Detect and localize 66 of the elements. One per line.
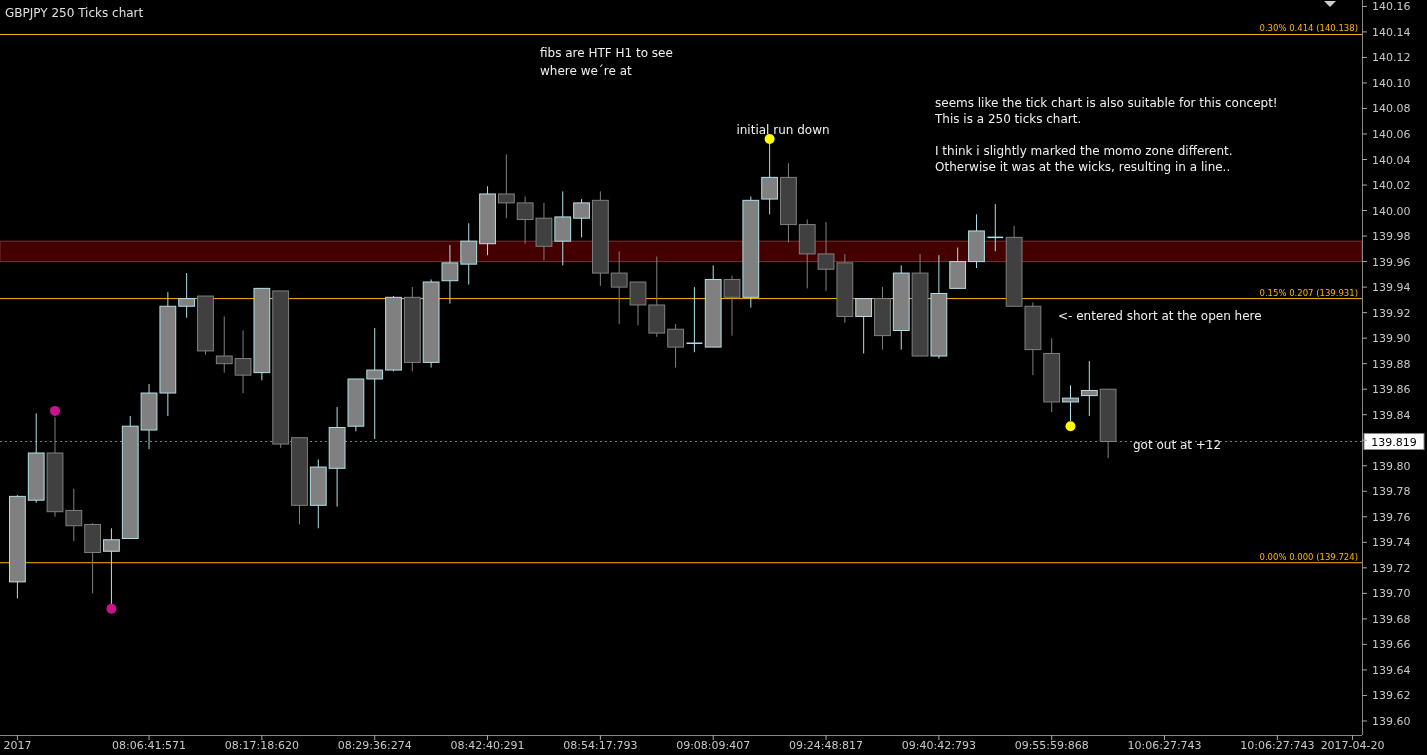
y-tick-label: 139.72 bbox=[1372, 561, 1411, 575]
candlestick bbox=[178, 272, 196, 319]
y-tick-label: 139.66 bbox=[1372, 638, 1411, 652]
x-tick-label: 10:06:27:743 bbox=[1127, 739, 1202, 752]
y-tick-label: 140.08 bbox=[1372, 102, 1411, 116]
y-tick-label: 139.70 bbox=[1372, 587, 1411, 601]
y-tick-label: 139.96 bbox=[1372, 255, 1411, 269]
candlestick bbox=[1062, 384, 1079, 422]
candlestick bbox=[460, 222, 478, 286]
y-tick-label: 140.04 bbox=[1372, 153, 1411, 167]
x-tick-label: 08:42:40:291 bbox=[450, 739, 525, 752]
y-tick-label: 139.84 bbox=[1372, 408, 1411, 422]
candlestick bbox=[441, 244, 459, 305]
x-tick-label: 08:29:36:274 bbox=[337, 739, 412, 752]
y-tick-label: 140.10 bbox=[1372, 76, 1411, 90]
ref-line-label: 0.30% 0.414 (140.138) bbox=[1259, 23, 1358, 34]
x-tick-label: 08:54:17:793 bbox=[563, 739, 638, 752]
x-tick-label: 09:24:48:817 bbox=[788, 739, 864, 752]
point bbox=[106, 603, 117, 614]
y-tick-label: 139.92 bbox=[1372, 306, 1411, 320]
y-tick-label: 139.64 bbox=[1372, 663, 1411, 677]
ref-line-label: 0.00% 0.000 (139.724) bbox=[1259, 551, 1358, 562]
candlestick bbox=[667, 323, 684, 368]
annotation: <- entered short at the open here bbox=[1058, 309, 1262, 323]
y-tick-label: 139.88 bbox=[1372, 357, 1411, 371]
text: GBPJPY 250 Ticks chart bbox=[5, 6, 144, 20]
annotation: got out at +12 bbox=[1133, 438, 1222, 452]
x-tick-label: 09:55:59:868 bbox=[1014, 739, 1089, 752]
candlestick bbox=[366, 327, 384, 440]
candlestick bbox=[855, 298, 873, 354]
ref-line-label: 139.819 bbox=[1371, 435, 1417, 449]
y-tick-label: 140.06 bbox=[1372, 127, 1411, 141]
y-tick-label: 139.90 bbox=[1372, 332, 1411, 346]
y-tick-label: 139.80 bbox=[1372, 459, 1411, 473]
candlestick bbox=[573, 198, 590, 238]
y-tick-label: 140.00 bbox=[1372, 204, 1411, 218]
y-tick-label: 139.62 bbox=[1372, 689, 1411, 703]
y-tick-label: 139.94 bbox=[1372, 281, 1411, 295]
candlestick bbox=[497, 153, 515, 219]
ref-line-label: 0.15% 0.207 (139.931) bbox=[1259, 287, 1358, 298]
point bbox=[50, 405, 61, 416]
y-tick-label: 140.12 bbox=[1372, 51, 1411, 65]
y-tick-label: 140.14 bbox=[1372, 25, 1411, 39]
candlestick bbox=[1080, 360, 1098, 417]
candlestick bbox=[215, 315, 233, 374]
x-tick-label: 08:17:18:620 bbox=[224, 739, 299, 752]
y-tick-label: 139.60 bbox=[1372, 714, 1411, 728]
y-tick-label: 139.76 bbox=[1372, 510, 1411, 524]
x-tick-label: 10:06:27:743 bbox=[1240, 739, 1315, 752]
x-tick-label: 08:06:41:571 bbox=[111, 739, 187, 752]
x-tick-label: 09:40:42:793 bbox=[901, 739, 976, 752]
y-tick-label: 139.86 bbox=[1372, 383, 1411, 397]
y-tick-label: 139.78 bbox=[1372, 485, 1411, 499]
y-tick-label: 139.98 bbox=[1372, 230, 1411, 244]
text: seems like the tick chart is also suitable for this concept! This is a 250 ticks chart. I think i slightly marked the momo zone different. Otherwise it was at the wicks, resulting in a line.. bbox=[935, 96, 1278, 174]
annotation: initial run down bbox=[736, 123, 830, 137]
y-tick-label: 139.68 bbox=[1372, 612, 1411, 626]
point bbox=[764, 134, 775, 145]
annotation: fibs are HTF H1 to see where we´re at bbox=[540, 46, 673, 78]
x-tick-label: 2017-04-20 bbox=[1320, 739, 1385, 752]
point bbox=[1065, 421, 1076, 432]
y-tick-label: 140.16 bbox=[1372, 0, 1411, 14]
x-tick-label: 2017 bbox=[3, 739, 32, 752]
y-tick-label: 139.74 bbox=[1372, 536, 1411, 550]
x-tick-label: 09:08:09:407 bbox=[676, 739, 751, 752]
y-tick-label: 140.02 bbox=[1372, 179, 1411, 193]
